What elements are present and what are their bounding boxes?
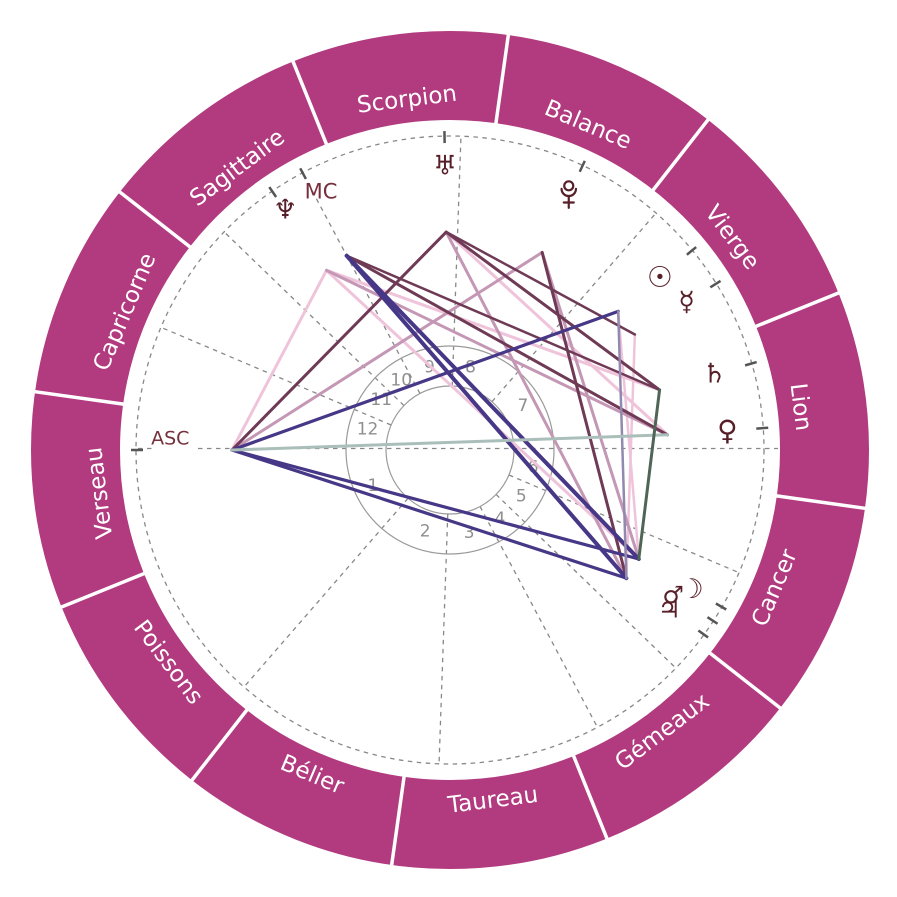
house-number-12: 12: [357, 419, 379, 439]
planet-glyph-pluto: [560, 180, 578, 209]
moon-tick: [715, 602, 727, 611]
house-number-8: 8: [465, 358, 476, 378]
aspect-asc-uranus: [230, 230, 448, 452]
sign-label-lion: Lion: [785, 382, 817, 433]
sign-divider: [117, 190, 192, 249]
planet-glyph-neptune: ♆: [273, 195, 297, 226]
planet-glyph-venus: ♀: [717, 414, 738, 447]
pluto-tick: [578, 160, 586, 173]
sign-divider: [59, 571, 146, 609]
sign-divider: [651, 117, 710, 192]
aspect-uranus-saturn: [444, 230, 662, 392]
neptune-tick: [268, 186, 278, 198]
aspect-asc-moon: [230, 448, 641, 561]
house-number-1: 1: [368, 476, 379, 496]
house-number-2: 2: [420, 521, 431, 541]
aspect-asc-venus: [230, 433, 669, 452]
zodiac-ring: [31, 31, 869, 869]
house-cusp-line: [491, 212, 657, 403]
sign-divider: [775, 494, 867, 511]
asc-label: ASC: [151, 427, 189, 449]
planet-glyph-jupiter: ♃: [658, 594, 681, 624]
house-number-9: 9: [424, 358, 435, 378]
planet-glyph-moon: ☽: [680, 574, 704, 605]
mc-label: MC: [305, 179, 338, 203]
planet-glyph-uranus: ♅: [433, 151, 457, 182]
aspect-asc-jupiter: [230, 448, 628, 580]
planet-glyph-sun: ☉: [647, 260, 673, 294]
aspect-pluto-jupiter: [540, 250, 628, 580]
house-circle-outer: [345, 345, 555, 555]
aspect-saturn-moon: [637, 388, 662, 561]
house-cusp-line: [508, 474, 740, 574]
aspect-asc-neptune: [230, 268, 329, 452]
house-cusp-line: [479, 506, 598, 728]
sign-divider: [494, 33, 511, 125]
sign-divider: [708, 651, 783, 710]
house-cusp-line: [438, 513, 449, 764]
planet-glyph-saturn: ♄: [702, 359, 726, 390]
planet-glyph-mercury: ☿: [678, 287, 695, 318]
house-cusp-line: [223, 231, 405, 407]
house-cusp-line: [451, 136, 462, 387]
aspect-mc-venus: [345, 254, 669, 437]
saturn-tick: [744, 360, 757, 367]
house-cusp-line: [302, 172, 421, 394]
aspect-asc-pluto: [230, 250, 544, 452]
mars-tick: [706, 616, 719, 625]
sign-divider: [389, 775, 406, 867]
sign-divider: [571, 754, 609, 841]
aspect-sun-jupiter: [616, 310, 628, 580]
sign-divider: [190, 708, 249, 783]
pluto-glyph-part: [563, 180, 575, 192]
sign-divider: [291, 59, 329, 146]
mc-tick: [299, 167, 307, 180]
sign-divider: [33, 389, 125, 406]
house-cusp-line: [243, 497, 409, 688]
sign-divider: [754, 291, 841, 329]
planet-glyph-mars: ♂: [662, 581, 684, 609]
mercury-tick: [709, 279, 722, 289]
house-number-4: 4: [495, 509, 506, 529]
aspect-mc-saturn: [345, 254, 661, 392]
house-number-3: 3: [464, 523, 475, 543]
aspect-asc-sun: [230, 309, 620, 452]
venus-tick: [756, 426, 769, 430]
house-number-10: 10: [390, 370, 412, 390]
aspect-mc-moon: [344, 253, 641, 561]
aspect-mercury-jupiter: [625, 333, 637, 580]
jupiter-tick: [697, 629, 709, 639]
house-number-7: 7: [517, 396, 528, 416]
house-cusp-line: [495, 493, 677, 669]
house-number-5: 5: [516, 486, 527, 506]
aspect-mc-jupiter: [344, 253, 629, 581]
aspect-pluto-moon: [540, 250, 641, 561]
zodiac-dashed-circle: [135, 135, 765, 765]
house-cusp-line: [160, 326, 392, 426]
sun-tick: [686, 246, 697, 256]
aspect-uranus-jupiter: [444, 230, 628, 580]
